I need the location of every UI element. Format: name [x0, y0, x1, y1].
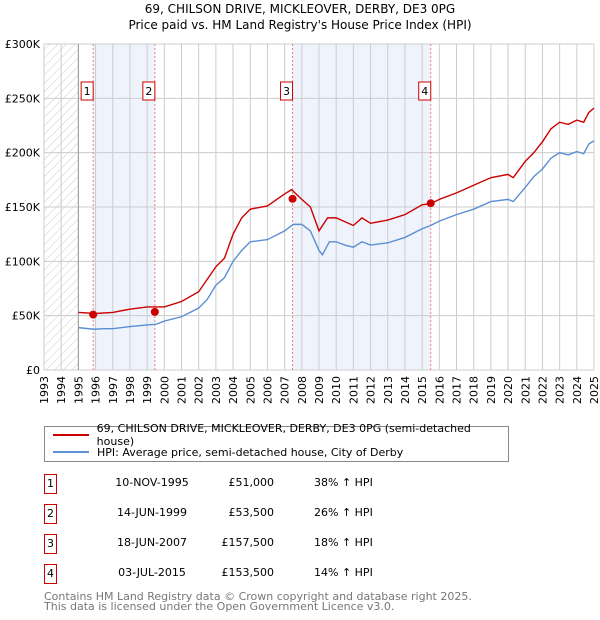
sale-hpi-diff: 38% ↑ HPI — [314, 476, 373, 489]
table-row: 4 03-JUL-2015 £153,500 14% ↑ HPI — [44, 564, 444, 584]
legend-item-hpi: HPI: Average price, semi-detached house,… — [53, 444, 403, 460]
y-tick-label: £100K — [5, 255, 41, 268]
y-tick-label: £250K — [5, 92, 41, 105]
sale-label: 1 — [84, 85, 91, 98]
x-tick-label: 2000 — [158, 376, 171, 404]
sale-number: 1 — [44, 474, 57, 494]
table-row: 2 14-JUN-1999 £53,500 26% ↑ HPI — [44, 504, 444, 524]
x-tick-label: 1999 — [141, 376, 154, 404]
x-tick-label: 1995 — [72, 376, 85, 404]
x-tick-label: 2005 — [244, 376, 257, 404]
x-tick-label: 2010 — [330, 376, 343, 404]
y-tick-label: £300K — [5, 38, 41, 51]
sale-date: 14-JUN-1999 — [116, 506, 188, 519]
x-tick-label: 2001 — [176, 376, 189, 404]
y-tick-label: £0 — [26, 364, 40, 377]
y-tick-label: £50K — [12, 310, 41, 323]
x-tick-label: 2018 — [468, 376, 481, 404]
chart-subtitle: Price paid vs. HM Land Registry's House … — [128, 18, 472, 32]
sale-date: 10-NOV-1995 — [115, 476, 189, 489]
x-tick-label: 2015 — [416, 376, 429, 404]
sale-date: 18-JUN-2007 — [116, 536, 188, 549]
footer-licence: This data is licensed under the Open Gov… — [44, 600, 395, 613]
x-tick-label: 2004 — [227, 376, 240, 404]
sale-label-box — [142, 81, 156, 101]
x-tick-label: 2017 — [451, 376, 464, 404]
x-tick-label: 2025 — [588, 376, 600, 404]
legend-item-property: 69, CHILSON DRIVE, MICKLEOVER, DERBY, DE… — [53, 422, 508, 448]
x-tick-label: 1998 — [124, 376, 137, 404]
sale-price: £53,500 — [228, 506, 275, 519]
sale-date: 03-JUL-2015 — [118, 566, 186, 579]
x-tick-label: 2020 — [502, 376, 515, 404]
x-tick-label: 2006 — [261, 376, 274, 404]
x-tick-label: 1993 — [38, 376, 51, 404]
legend-swatch — [53, 434, 89, 436]
sale-price: £157,500 — [221, 536, 275, 549]
sale-hpi-diff: 14% ↑ HPI — [314, 566, 373, 579]
x-tick-label: 2014 — [399, 376, 412, 404]
legend-label: 69, CHILSON DRIVE, MICKLEOVER, DERBY, DE… — [96, 422, 471, 448]
sale-number: 2 — [44, 504, 57, 524]
x-tick-label: 2003 — [210, 376, 223, 404]
sale-label: 2 — [145, 85, 152, 98]
sale-number: 3 — [44, 534, 57, 554]
x-tick-label: 2008 — [296, 376, 309, 404]
sale-price: £51,000 — [228, 476, 275, 489]
x-tick-label: 2011 — [347, 376, 360, 404]
plot-area: 1993 1994 1995 1996 1997 1998 1999 2000 2001 2002… — [5, 38, 600, 404]
sale-hpi-diff: 26% ↑ HPI — [314, 506, 373, 519]
y-tick-label: £150K — [5, 201, 41, 214]
sale-point — [426, 199, 435, 208]
sale-price: £153,500 — [221, 566, 275, 579]
legend-label: HPI: Average price, semi-detached house,… — [97, 445, 404, 459]
sale-hpi-diff: 18% ↑ HPI — [314, 536, 373, 549]
x-tick-label: 1994 — [55, 376, 68, 404]
table-row: 1 10-NOV-1995 £51,000 38% ↑ HPI — [44, 474, 444, 494]
sale-number: 4 — [44, 564, 57, 584]
sale-label: 3 — [283, 85, 290, 98]
x-tick-label: 1996 — [90, 376, 103, 404]
x-tick-label: 2002 — [193, 376, 206, 404]
legend: 69, CHILSON DRIVE, MICKLEOVER, DERBY, DE… — [44, 422, 509, 462]
x-tick-label: 2012 — [365, 376, 378, 404]
sale-label-box — [280, 81, 294, 101]
table-row: 3 18-JUN-2007 £157,500 18% ↑ HPI — [44, 534, 444, 554]
sale-label: 4 — [421, 85, 428, 98]
y-tick-label: £200K — [5, 147, 41, 160]
legend-swatch — [53, 451, 89, 453]
sale-label-box — [418, 81, 432, 101]
x-tick-label: 2023 — [554, 376, 567, 404]
x-tick-label: 2019 — [485, 376, 498, 404]
x-tick-label: 2021 — [519, 376, 532, 404]
x-tick-label: 2013 — [382, 376, 395, 404]
x-tick-label: 2007 — [279, 376, 292, 404]
series-line — [78, 140, 595, 330]
x-tick-label: 2024 — [571, 376, 584, 404]
sale-point — [150, 307, 159, 316]
series-line — [78, 107, 595, 315]
x-tick-label: 1997 — [107, 376, 120, 404]
x-tick-label: 2022 — [536, 376, 549, 404]
chart-title: 69, CHILSON DRIVE, MICKLEOVER, DERBY, DE… — [144, 2, 456, 16]
x-tick-label: 2009 — [313, 376, 326, 404]
sale-label-box — [80, 81, 94, 101]
x-tick-label: 2016 — [433, 376, 446, 404]
sale-point — [288, 194, 297, 203]
footer-copyright: Contains HM Land Registry data © Crown c… — [44, 590, 472, 603]
sale-point — [89, 310, 98, 319]
